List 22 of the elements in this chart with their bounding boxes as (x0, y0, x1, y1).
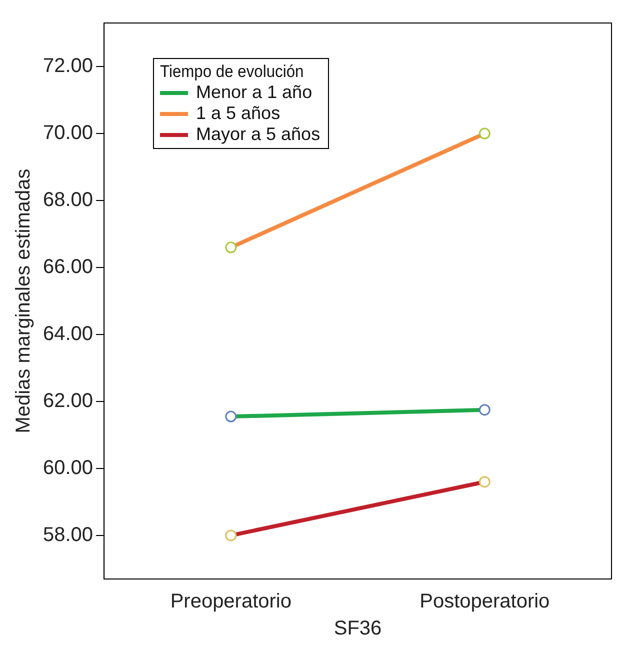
point (225, 410, 237, 422)
x-axis-title: SF36 (334, 618, 382, 640)
y-tick-label: 60.00 (42, 456, 94, 479)
legend-title: Tiempo de evolución (160, 61, 305, 82)
point (478, 128, 490, 140)
legend-label: 1 a 5 años (196, 103, 280, 124)
y-tick-label: 70.00 (42, 122, 94, 144)
legend-label: Mayor a 5 años (196, 124, 320, 145)
x-tick-label: Preoperatorio (170, 590, 292, 613)
y-axis-title: Medias marginales estimadas (12, 168, 35, 434)
y-tick-label: 72.00 (42, 55, 94, 78)
point (225, 242, 237, 254)
y-tick-label: 62.00 (42, 390, 94, 412)
y-tick-label: 66.00 (42, 256, 94, 278)
x-tick-label: Postoperatorio (420, 590, 550, 613)
y-tick-label: 64.00 (42, 323, 94, 346)
y-tick-label: 68.00 (42, 189, 94, 212)
legend-label: Menor a 1 año (196, 82, 312, 103)
point (478, 476, 490, 488)
point (478, 404, 490, 416)
y-tick-label: 58.00 (42, 524, 94, 546)
point (225, 530, 237, 542)
